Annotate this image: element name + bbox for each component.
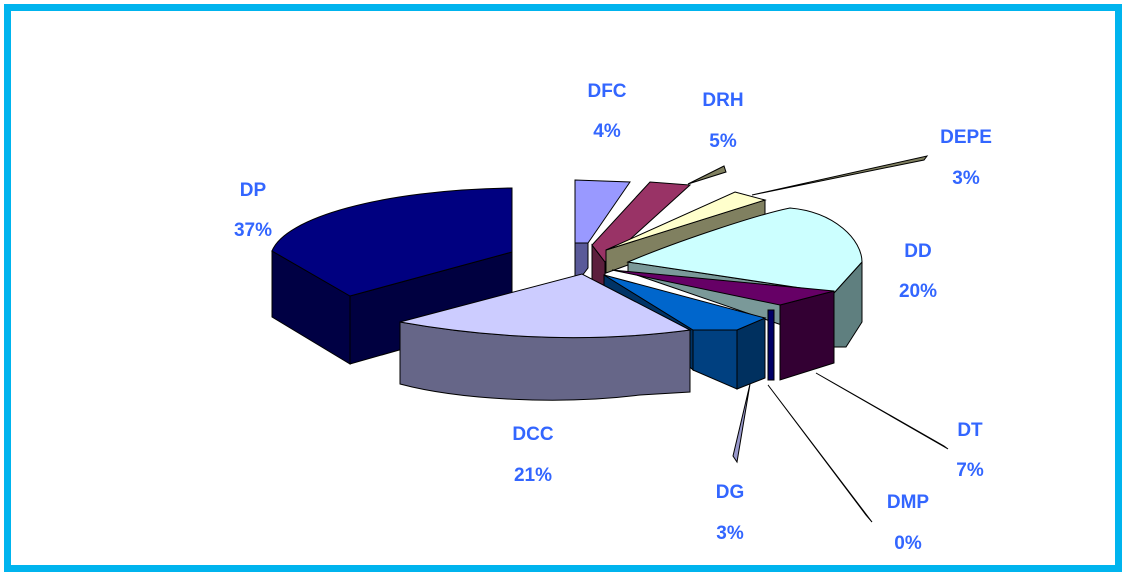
leader-lines [687,155,949,523]
label-drh-name: DRH [702,90,743,111]
label-drh-pct: 5% [709,131,737,152]
leader-line-dmp [767,384,873,523]
label-dcc-name: DCC [512,424,553,445]
label-dmp-name: DMP [887,492,930,513]
label-depe-name: DEPE [940,127,992,148]
slice-labels: DP 37% DFC 4% DRH 5% DEPE 3% DD 20% DT 7… [234,81,992,554]
slice-dmp [767,309,775,381]
leader-line-depe [751,155,929,196]
label-dg-name: DG [716,482,745,503]
label-dd-name: DD [904,241,931,262]
label-dmp-pct: 0% [894,533,922,554]
leader-line-dt [815,372,949,450]
slice-dfc [574,179,631,287]
label-dp-pct: 37% [234,220,272,241]
label-dt-pct: 7% [956,460,984,481]
label-dp-name: DP [240,180,267,201]
label-dg-pct: 3% [716,523,744,544]
slice-dt [611,269,835,381]
label-dfc-name: DFC [587,81,626,102]
slice-dp [271,187,513,365]
label-dd-pct: 20% [899,281,937,302]
slice-dcc [399,273,692,401]
leader-line-dg [732,383,751,464]
label-dcc-pct: 21% [514,465,552,486]
label-dt-name: DT [957,420,983,441]
label-dfc-pct: 4% [593,121,621,142]
label-depe-pct: 3% [952,168,980,189]
leader-line-drh [687,165,727,185]
